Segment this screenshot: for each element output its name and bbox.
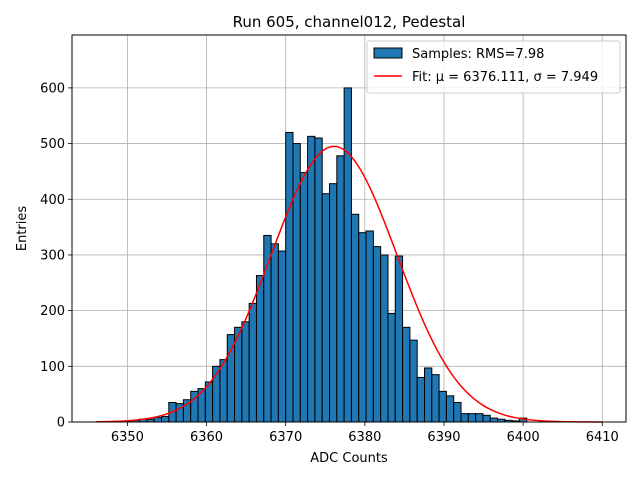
histogram-bar: [482, 414, 491, 423]
histogram-bar: [380, 254, 389, 423]
histogram-bar: [358, 232, 367, 423]
x-tick-label: 6360: [190, 430, 223, 445]
y-tick-label: 300: [40, 248, 65, 263]
histogram-bar: [321, 193, 331, 423]
x-axis-label: ADC Counts: [310, 451, 388, 466]
histogram-bar: [409, 339, 418, 423]
legend: Samples: RMS=7.98 Fit: μ = 6376.111, σ =…: [366, 40, 621, 94]
histogram-bar: [445, 395, 455, 423]
histogram-bar: [160, 415, 170, 423]
x-tick-label: 6390: [427, 430, 460, 445]
histogram-bar: [394, 255, 404, 423]
histogram-bar: [489, 417, 499, 423]
y-tick-label: 500: [40, 137, 65, 152]
histogram-bar: [153, 417, 162, 423]
chart-title: Run 605, channel012, Pedestal: [233, 13, 466, 31]
histogram-bar: [453, 402, 462, 423]
x-tick-label: 6370: [269, 430, 302, 445]
axes-frame: [71, 34, 627, 423]
y-tick-label: 400: [40, 193, 65, 208]
histogram-bar: [314, 137, 323, 423]
histogram-bar: [336, 155, 345, 423]
legend-histogram-swatch: [373, 47, 403, 59]
legend-box: [366, 40, 621, 94]
histogram-bar: [241, 321, 250, 423]
histogram-bar: [431, 374, 440, 423]
histogram-bar: [372, 246, 382, 423]
y-tick-label: 600: [40, 81, 65, 96]
histogram-bar: [343, 87, 352, 423]
histogram-bar: [365, 230, 374, 423]
histogram-bar: [299, 172, 309, 423]
histogram-bar: [219, 359, 228, 423]
histogram-bar: [226, 334, 236, 423]
x-tick-label: 6410: [586, 430, 619, 445]
y-ticks: 0 100 200 300 400 500 600: [40, 81, 72, 431]
y-tick-label: 0: [57, 416, 65, 431]
x-tick-label: 6380: [348, 430, 381, 445]
histogram-bar: [307, 135, 316, 423]
x-tick-label: 6400: [507, 430, 540, 445]
histogram-bar: [438, 390, 447, 423]
histogram-bar: [329, 183, 338, 423]
histogram-bar: [248, 302, 257, 423]
histogram-bar: [475, 413, 484, 423]
legend-histogram-label: Samples: RMS=7.98: [412, 47, 544, 62]
y-axis-label: Entries: [15, 206, 30, 252]
histogram-bar: [467, 413, 477, 423]
histogram-bar: [423, 367, 433, 423]
histogram-bar: [402, 326, 411, 423]
fit-curve: [95, 145, 603, 423]
histogram-bar: [416, 376, 425, 423]
y-tick-label: 100: [40, 360, 65, 375]
histogram-bar: [270, 243, 279, 423]
histogram-bar: [460, 413, 469, 423]
x-ticks: 6350 6360 6370 6380 6390 6400 6410: [111, 422, 619, 445]
histogram-bar: [387, 312, 396, 423]
legend-fit-label: Fit: μ = 6376.111, σ = 7.949: [412, 70, 598, 85]
y-tick-label: 200: [40, 304, 65, 319]
histogram-bar: [204, 381, 214, 423]
histogram-bar: [255, 275, 265, 423]
histogram-bar: [285, 131, 294, 423]
x-tick-label: 6350: [111, 430, 144, 445]
histogram-bar: [350, 213, 360, 423]
histogram-bar: [277, 250, 287, 423]
